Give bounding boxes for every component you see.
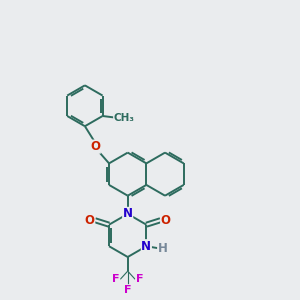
Text: O: O — [90, 140, 100, 153]
Text: N: N — [123, 207, 133, 220]
Text: O: O — [161, 214, 171, 227]
Text: CH₃: CH₃ — [114, 113, 135, 123]
Text: F: F — [112, 274, 120, 284]
Text: H: H — [158, 242, 168, 255]
Text: N: N — [141, 240, 152, 253]
Text: F: F — [136, 274, 143, 284]
Text: O: O — [85, 214, 95, 227]
Text: F: F — [124, 285, 131, 295]
